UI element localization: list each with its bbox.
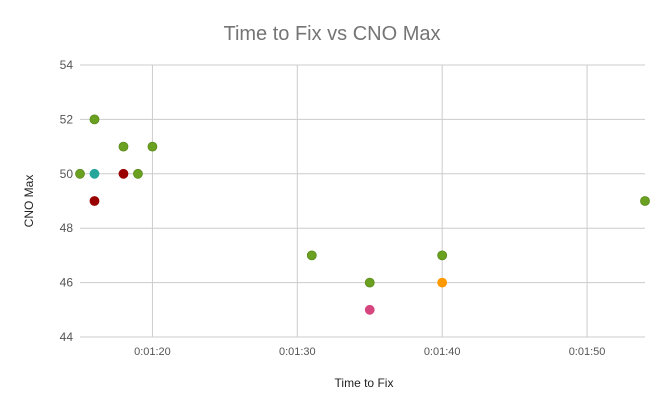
x-tick-labels: 0:01:20 0:01:30 0:01:40 0:01:50: [134, 346, 605, 358]
grid-lines: [80, 64, 645, 338]
data-point: [147, 141, 158, 152]
data-point: [364, 277, 375, 288]
chart-title: Time to Fix vs CNO Max: [223, 23, 440, 45]
data-point: [75, 168, 85, 179]
data-point: [89, 114, 100, 125]
data-point: [437, 250, 448, 261]
x-tick-label: 0:01:20: [134, 346, 171, 358]
y-tick-label: 52: [60, 112, 74, 126]
y-axis-label: CNO Max: [22, 175, 36, 228]
data-point: [364, 304, 375, 315]
data-point: [640, 196, 650, 206]
data-point: [118, 168, 129, 179]
data-point: [133, 168, 143, 179]
data-point: [89, 168, 100, 179]
x-tick-label: 0:01:50: [569, 346, 606, 358]
y-tick-label: 54: [60, 58, 74, 72]
x-tick-label: 0:01:40: [424, 346, 461, 358]
y-tick-label: 50: [60, 167, 74, 181]
y-tick-label: 48: [60, 221, 74, 235]
data-point: [437, 277, 448, 288]
data-point: [306, 250, 317, 261]
data-points: [75, 114, 650, 315]
y-tick-label: 46: [60, 276, 74, 290]
x-tick-label: 0:01:30: [279, 346, 316, 358]
data-point: [89, 196, 100, 206]
y-tick-labels: 44 46 48 50 52 54: [60, 58, 74, 344]
y-tick-label: 44: [60, 330, 74, 344]
x-axis-label: Time to Fix: [335, 376, 394, 390]
data-point: [118, 141, 129, 152]
